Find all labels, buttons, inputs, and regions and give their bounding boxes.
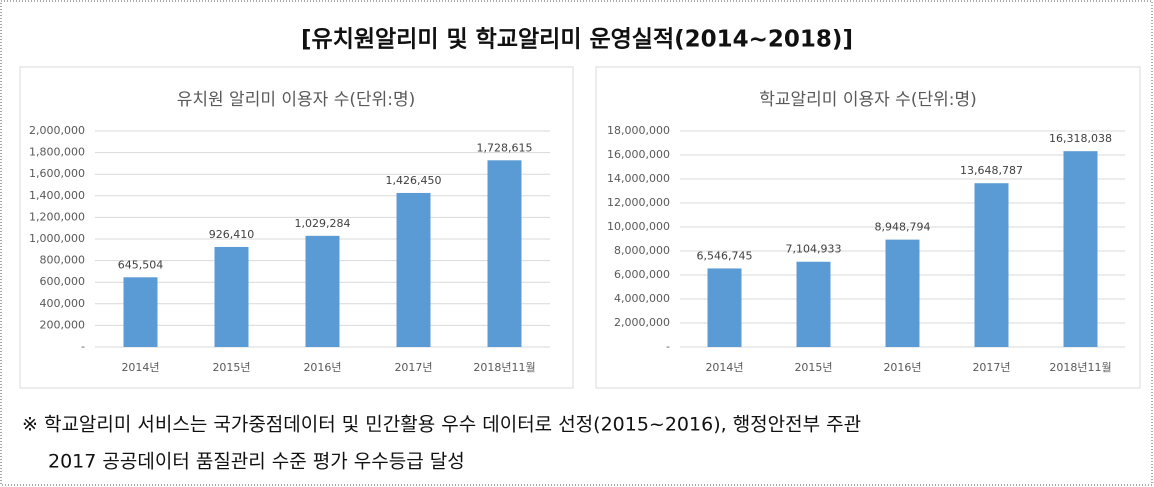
x-tick-label: 2018년11월 <box>1049 361 1111 374</box>
y-tick-label: 4,000,000 <box>614 292 670 305</box>
y-tick-label: 12,000,000 <box>607 196 670 209</box>
y-tick-label: 400,000 <box>40 297 86 310</box>
y-tick-label: 1,000,000 <box>29 232 85 245</box>
y-tick-label: 6,000,000 <box>614 268 670 281</box>
y-tick-label: 16,000,000 <box>607 148 670 161</box>
bar <box>305 235 340 347</box>
bar <box>796 261 831 347</box>
bar <box>123 277 158 347</box>
x-tick-label: 2018년11월 <box>473 361 535 374</box>
x-tick-label: 2015년 <box>212 361 250 374</box>
data-label: 1,029,284 <box>295 217 351 230</box>
y-tick-label: 8,000,000 <box>614 244 670 257</box>
y-tick-label: 600,000 <box>40 275 86 288</box>
bar <box>214 246 249 347</box>
chart-title: 학교알리미 이용자 수(단위:명) <box>759 90 976 110</box>
data-label: 8,948,794 <box>875 221 931 234</box>
x-tick-label: 2014년 <box>121 361 159 374</box>
bar <box>1063 151 1098 347</box>
data-label: 1,426,450 <box>386 174 442 187</box>
x-tick-label: 2017년 <box>394 361 432 374</box>
y-tick-label: - <box>666 340 670 353</box>
y-tick-label: 2,000,000 <box>29 124 85 137</box>
note-line: ※ 학교알리미 서비스는 국가중점데이터 및 민간활용 우수 데이터로 선정(2… <box>22 414 861 436</box>
y-tick-label: 10,000,000 <box>607 220 670 233</box>
data-label: 6,546,745 <box>697 249 753 262</box>
y-tick-label: 1,600,000 <box>29 167 85 180</box>
note-line: 2017 공공데이터 품질관리 수준 평가 우수등급 달성 <box>48 451 465 473</box>
x-tick-label: 2015년 <box>794 361 832 374</box>
chart-title: 유치원 알리미 이용자 수(단위:명) <box>177 90 416 110</box>
y-tick-label: 18,000,000 <box>607 124 670 137</box>
bar <box>487 160 522 347</box>
data-label: 1,728,615 <box>477 141 533 154</box>
data-label: 13,648,787 <box>960 164 1023 177</box>
data-label: 16,318,038 <box>1049 132 1112 145</box>
y-tick-label: - <box>81 340 85 353</box>
bar <box>885 239 920 347</box>
data-label: 926,410 <box>209 228 255 241</box>
x-tick-label: 2016년 <box>883 361 921 374</box>
y-tick-label: 1,200,000 <box>29 210 85 223</box>
y-tick-label: 1,400,000 <box>29 189 85 202</box>
chart-frame <box>19 66 574 389</box>
y-tick-label: 800,000 <box>40 254 86 267</box>
bar <box>974 183 1009 347</box>
bar <box>396 192 431 347</box>
bar <box>707 268 742 347</box>
data-label: 645,504 <box>118 258 164 271</box>
y-tick-label: 14,000,000 <box>607 172 670 185</box>
data-label: 7,104,933 <box>786 243 842 256</box>
y-tick-label: 1,800,000 <box>29 146 85 159</box>
y-tick-label: 2,000,000 <box>614 316 670 329</box>
x-tick-label: 2017년 <box>972 361 1010 374</box>
y-tick-label: 200,000 <box>40 318 86 331</box>
x-tick-label: 2016년 <box>303 361 341 374</box>
page-title: [유치원알리미 및 학교알리미 운영실적(2014~2018)] <box>301 27 853 53</box>
x-tick-label: 2014년 <box>705 361 743 374</box>
